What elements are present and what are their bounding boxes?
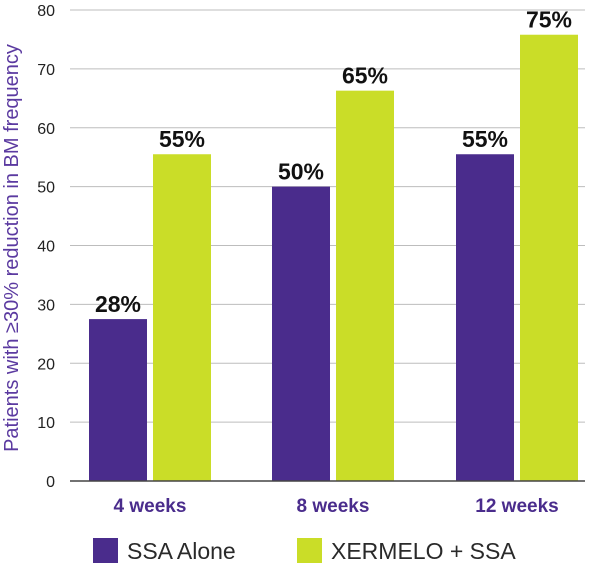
x-tick-label: 12 weeks <box>475 496 558 517</box>
y-tick-label: 30 <box>37 297 55 314</box>
y-tick-label: 40 <box>37 239 55 256</box>
bars <box>89 34 578 481</box>
y-tick-label: 20 <box>37 356 55 373</box>
legend: SSA Alone XERMELO + SSA <box>93 538 516 564</box>
bar-xermelo-ssa <box>336 90 394 481</box>
bar-xermelo-ssa <box>153 154 211 481</box>
y-tick-label: 50 <box>37 180 55 197</box>
legend-label: XERMELO + SSA <box>331 538 516 564</box>
data-labels: 28% 55% 50% 65% 55% 75% <box>95 7 572 317</box>
y-tick-label: 70 <box>37 62 55 79</box>
data-label: 55% <box>159 126 205 152</box>
legend-swatch <box>297 538 322 563</box>
data-label: 28% <box>95 291 141 317</box>
y-tick-label: 80 <box>37 3 55 20</box>
data-label: 55% <box>462 126 508 152</box>
bar-ssa-alone <box>456 154 514 481</box>
data-label: 65% <box>342 63 388 89</box>
x-tick-label: 4 weeks <box>114 496 187 517</box>
y-axis-label: Patients with ≥30% reduction in BM frequ… <box>1 44 23 452</box>
y-tick-label: 10 <box>37 415 55 432</box>
x-tick-label: 8 weeks <box>297 496 370 517</box>
data-label: 50% <box>278 159 324 185</box>
legend-swatch <box>93 538 118 563</box>
bar-xermelo-ssa <box>520 34 578 481</box>
bar-ssa-alone <box>272 186 330 481</box>
legend-label: SSA Alone <box>127 538 236 564</box>
data-label: 75% <box>526 7 572 33</box>
y-tick-label: 0 <box>46 474 55 491</box>
x-axis-categories: 4 weeks 8 weeks 12 weeks <box>114 496 559 517</box>
bar-ssa-alone <box>89 319 147 481</box>
y-tick-label: 60 <box>37 121 55 138</box>
y-axis-ticks: 0 10 20 30 40 50 60 70 80 <box>37 3 55 491</box>
